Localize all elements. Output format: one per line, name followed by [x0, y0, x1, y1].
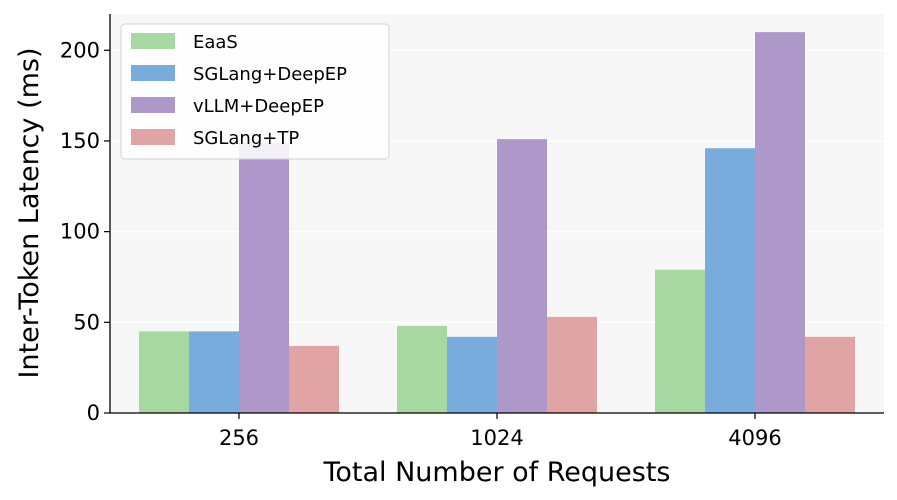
bar [139, 331, 189, 413]
bar [805, 336, 855, 413]
y-tick-label: 150 [60, 129, 100, 153]
legend-label: vLLM+DeepEP [193, 96, 324, 117]
bar [655, 269, 705, 413]
bar [447, 336, 497, 413]
legend-swatch [131, 129, 175, 145]
legend-label: EaaS [193, 32, 238, 53]
y-tick-label: 200 [60, 38, 100, 62]
bar [755, 32, 805, 414]
legend-swatch [131, 65, 175, 81]
x-tick-label: 1024 [470, 426, 523, 450]
y-tick-label: 50 [73, 310, 100, 334]
x-ticks: 256 1024 4096 [219, 413, 782, 450]
bar [547, 316, 597, 413]
y-ticks: 0 50 100 150 200 [60, 38, 110, 425]
bar [189, 331, 239, 413]
bars [139, 32, 855, 414]
bar [497, 139, 547, 413]
bar [705, 148, 755, 413]
x-axis-title: Total Number of Requests [322, 457, 670, 488]
legend-items: EaaS SGLang+DeepEP vLLM+DeepEP SGLang+TP [131, 32, 347, 149]
y-tick-label: 0 [87, 401, 100, 425]
legend-label: SGLang+DeepEP [193, 64, 347, 85]
legend-swatch [131, 97, 175, 113]
legend: EaaS SGLang+DeepEP vLLM+DeepEP SGLang+TP [120, 23, 390, 160]
x-tick-label: 4096 [728, 426, 781, 450]
bar [289, 345, 339, 413]
legend-swatch [131, 33, 175, 49]
legend-label: SGLang+TP [193, 128, 299, 149]
bar [397, 325, 447, 413]
y-tick-label: 100 [60, 220, 100, 244]
x-tick-label: 256 [219, 426, 259, 450]
y-axis-title: Inter-Token Latency (ms) [14, 47, 45, 378]
legend-box [120, 23, 390, 160]
bar [239, 142, 289, 413]
